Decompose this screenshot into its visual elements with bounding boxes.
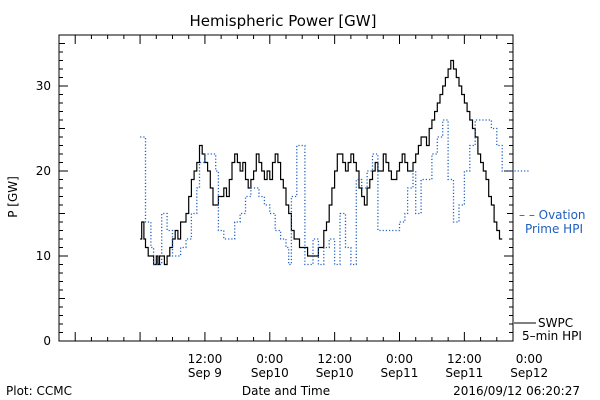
legend-swpc-line2: 5–min HPI (522, 329, 582, 343)
plot-credit: Plot: CCMC (6, 384, 72, 398)
x-tick-label-date: Sep10 (316, 366, 354, 380)
y-axis-label: P [GW] (6, 176, 20, 218)
legend-ovation-line2: Prime HPI (525, 222, 583, 236)
x-tick-label-date: Sep11 (445, 366, 483, 380)
x-tick-label-time: 12:00 (317, 352, 352, 366)
chart-title: Hemispheric Power [GW] (190, 12, 377, 30)
y-axis-ticks: 0 10 20 30 (36, 34, 513, 348)
plot-timestamp: 2016/09/12 06:20:27 (453, 384, 580, 398)
y-tick-label: 10 (36, 249, 51, 263)
x-tick-label-date: Sep10 (251, 366, 289, 380)
x-tick-label-date: Sep12 (510, 366, 548, 380)
x-tick-label-time: 0:00 (386, 352, 413, 366)
y-tick-label: 20 (36, 164, 51, 178)
x-tick-label-date: Sep11 (381, 366, 419, 380)
x-axis-label: Date and Time (242, 384, 330, 398)
x-tick-label-time: 12:00 (188, 352, 223, 366)
x-tick-label-time: 0:00 (516, 352, 543, 366)
legend-ovation-line1: – – Ovation (519, 208, 586, 222)
x-tick-label-time: 12:00 (447, 352, 482, 366)
x-tick-label-date: Sep 9 (188, 366, 222, 380)
series-layer (140, 59, 530, 266)
series-swpc-hpi-line (140, 59, 503, 266)
legend: – – Ovation Prime HPI SWPC 5–min HPI (514, 208, 586, 343)
x-tick-label-time: 0:00 (256, 352, 283, 366)
y-tick-label: 0 (43, 334, 51, 348)
y-tick-label: 30 (36, 79, 51, 93)
series-ovation-prime-line (140, 119, 530, 266)
legend-swpc-line1: SWPC (538, 316, 573, 330)
